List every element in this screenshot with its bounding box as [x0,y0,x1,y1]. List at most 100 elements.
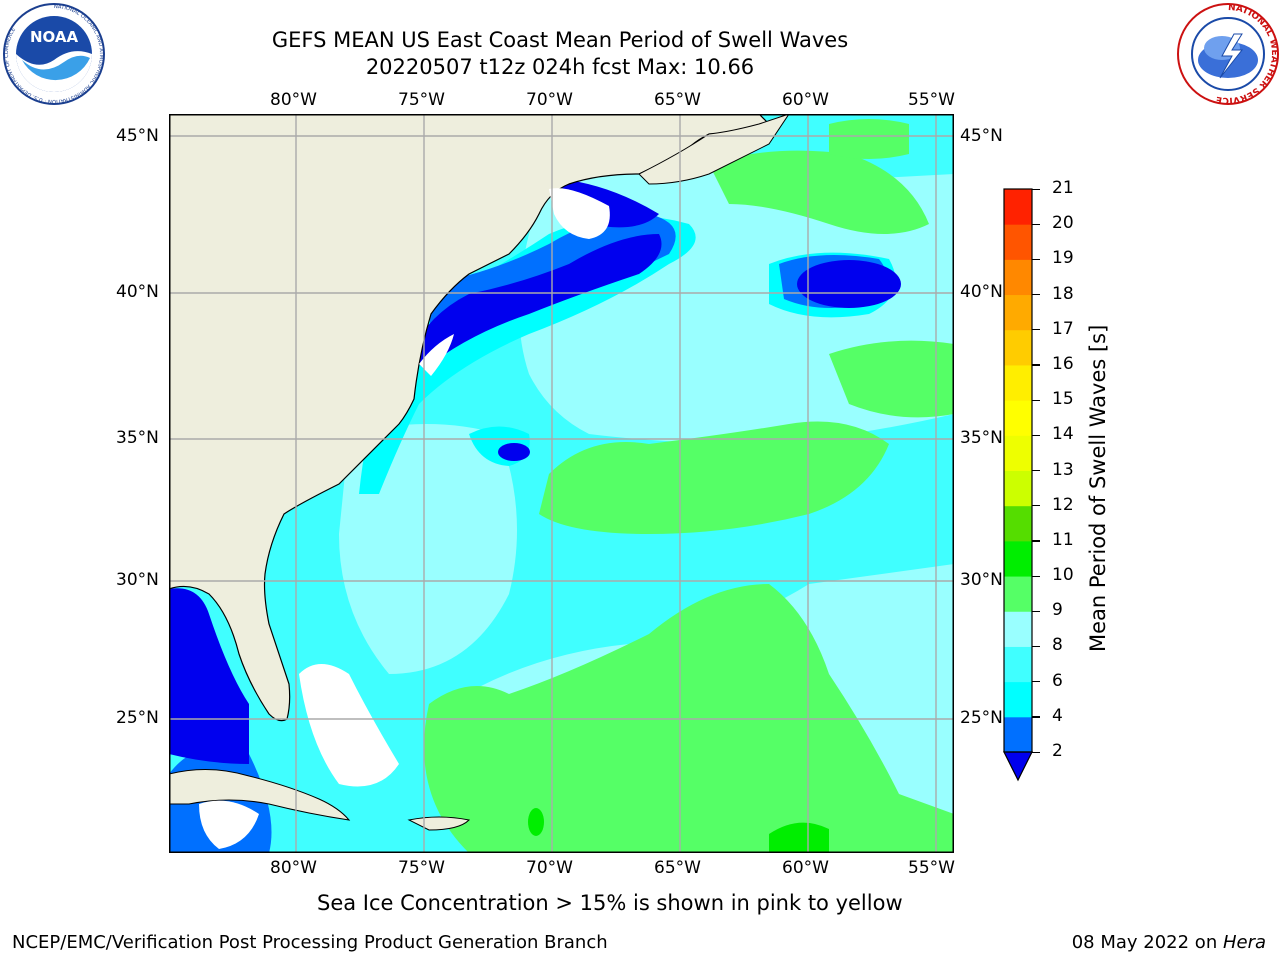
swell-below-2-offshore-eddy [797,260,901,308]
colorbar-tick-mark [1032,751,1040,753]
colorbar-swatch [1004,505,1032,542]
colorbar-tick-label: 2 [1052,741,1063,761]
colorbar-tick-mark [1032,294,1040,296]
colorbar-tick-label: 18 [1052,283,1074,304]
lon-label-bottom-60w: 60°W [782,858,829,878]
footer-host: Hera [1222,932,1266,953]
colorbar-tick-mark [1032,645,1040,648]
footer-left: NCEP/EMC/Verification Post Processing Pr… [12,932,608,953]
colorbar-tick-mark [1032,716,1040,718]
swell-10-11-patch [769,822,829,853]
colorbar-tick-label: 16 [1052,353,1074,374]
swell-4-6-coastal [359,216,696,494]
colorbar-tick-mark [1032,681,1040,683]
colorbar-tick-mark [1032,470,1040,472]
colorbar-tick-mark [1032,329,1040,331]
map-frame [169,114,954,853]
footer-right: 08 May 2022 on Hera [1072,932,1266,953]
noaa-logo-text: NOAA [30,28,79,46]
graticule [169,114,954,853]
lat-label-right-45n: 45°N [960,126,1003,146]
swell-9-10-central [539,421,889,534]
lon-label-top-80w: 80°W [270,90,317,110]
colorbar-tick-mark [1032,399,1040,401]
swell-period-map [169,114,954,853]
lon-label-bottom-70w: 70°W [526,858,573,878]
colorbar-swatch [1004,540,1032,577]
colorbar-swatch [1004,189,1032,225]
colorbar-tick-mark [1032,540,1040,542]
lon-label-bottom-65w: 65°W [654,858,701,878]
noaa-logo: NOAA NATIONAL OCEANIC AND ATMOSPHERIC AD… [3,3,105,105]
sea-ice-caption: Sea Ice Concentration > 15% is shown in … [317,891,903,915]
lat-label-left-40n: 40°N [116,282,159,302]
swell-below-2-cape-hatteras [498,443,530,461]
title-line-2: 20220507 t12z 024h fcst Max: 10.66 [365,55,755,79]
colorbar-swatch [1004,400,1032,436]
colorbar-tick-mark [1032,188,1040,190]
colorbar-swatch [1004,716,1032,753]
colorbar-tick-label: 20 [1052,213,1074,234]
colorbar-tick-label: 11 [1052,529,1074,550]
masked-area-coastal [419,334,454,376]
colorbar [1003,188,1033,782]
lat-label-left-30n: 30°N [116,570,159,590]
lat-label-left-25n: 25°N [116,708,159,728]
colorbar-tick-mark [1032,364,1040,366]
lon-label-bottom-80w: 80°W [270,858,317,878]
colorbar-swatch [1004,646,1032,683]
colorbar-swatch [1004,681,1032,718]
colorbar-tick-label: 21 [1052,178,1074,198]
lon-label-bottom-55w: 55°W [908,858,955,878]
lat-label-left-45n: 45°N [116,126,159,146]
masked-area-caribbean [199,800,259,849]
swell-8-9-central [339,424,517,674]
swell-9-10-far-north [829,119,909,159]
colorbar-swatch [1004,576,1032,612]
colorbar-tick-label: 12 [1052,494,1074,515]
colorbar-tick-mark [1032,258,1040,261]
colorbar-tick-mark [1032,434,1040,436]
colorbar-tick-label: 4 [1052,705,1063,726]
colorbar-tick-label: 8 [1052,635,1063,656]
colorbar-swatch [1004,364,1032,401]
colorbar-tick-mark [1032,610,1040,612]
lon-label-top-55w: 55°W [908,90,955,110]
colorbar-tick-label: 19 [1052,248,1074,269]
north-america-land [169,114,771,722]
colorbar-tick-label: 17 [1052,318,1074,339]
colorbar-tick-mark [1032,575,1040,577]
swell-below-2-gulf-maine [409,234,662,369]
title-line-1: GEFS MEAN US East Coast Mean Period of S… [271,28,849,52]
swell-9-10-east [829,340,954,418]
masked-area-north [549,188,610,239]
lon-label-bottom-75w: 75°W [398,858,445,878]
footer-date: 08 May 2022 on [1071,932,1223,953]
lat-label-right-25n: 25°N [960,708,1003,728]
colorbar-tick-mark [1032,505,1040,507]
colorbar-under-arrow [1003,751,1033,782]
nova-scotia-land [638,114,790,185]
swell-below-2-gulf [169,588,249,764]
swell-10-11-small [528,808,544,836]
lat-label-right-40n: 40°N [960,282,1003,302]
colorbar-tick-label: 13 [1052,459,1074,480]
colorbar-tick-label: 9 [1052,600,1063,621]
colorbar-swatch [1004,611,1032,647]
masked-area-bahamas [299,664,399,787]
cuba-land [169,769,351,821]
lon-label-top-70w: 70°W [526,90,573,110]
lat-label-right-30n: 30°N [960,570,1003,590]
colorbar-tick-mark [1032,223,1040,225]
colorbar-tick-label: 6 [1052,670,1063,691]
colorbar-swatch [1004,224,1032,260]
colorbar-tick-label: 14 [1052,424,1074,445]
lat-label-right-35n: 35°N [960,428,1003,448]
colorbar-tick-label: 10 [1052,565,1074,586]
lat-label-left-35n: 35°N [116,428,159,448]
nws-logo: NATIONAL WEATHER SERVICE [1177,3,1279,105]
swell-9-10-northeast [709,150,929,234]
lon-label-top-65w: 65°W [654,90,701,110]
lon-label-top-60w: 60°W [782,90,829,110]
colorbar-swatch [1004,294,1032,331]
